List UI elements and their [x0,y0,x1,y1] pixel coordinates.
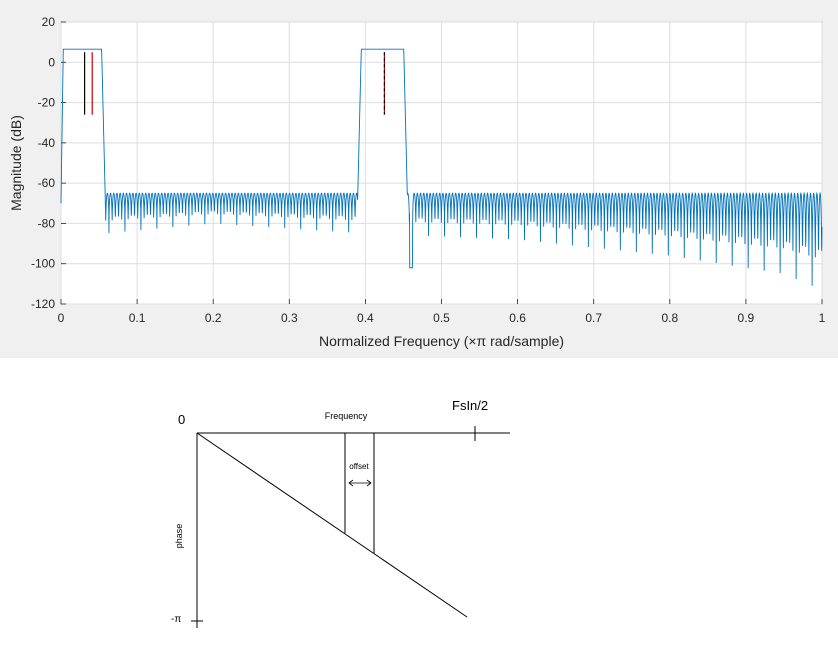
y-tick-label: -60 [38,176,56,190]
x-tick-label: 0.5 [433,311,450,325]
y-tick-label: 20 [42,15,56,29]
nyquist-label: FsIn/2 [452,398,488,413]
phase-sketch-diagram: 0 Frequency FsIn/2 offset phase -π [171,398,510,628]
frequency-label: Frequency [325,411,368,421]
phase-label: phase [174,524,184,549]
x-tick-label: 0.6 [509,311,526,325]
grid [60,21,823,305]
y-tick-label: 0 [48,55,55,69]
minus-pi-label: -π [171,614,181,625]
x-tick-label: 0.3 [281,311,298,325]
x-axis-label: Normalized Frequency (×π rad/sample) [319,333,564,349]
phase-line [196,432,468,618]
x-tick-label: 0.1 [129,311,146,325]
origin-label: 0 [178,412,185,427]
y-axis-label: Magnitude (dB) [8,115,24,211]
y-tick-label: -20 [38,96,56,110]
x-tick-label: 0.2 [205,311,222,325]
x-tick-label: 0.9 [738,311,755,325]
ticks: 0 0.1 0.2 0.3 0.4 0.5 0.6 0.7 0.8 0.9 1 20 0 -20 -40 -6… [31,15,826,325]
x-tick-label: 0 [58,311,65,325]
y-tick-label: -100 [31,257,55,271]
y-tick-label: -40 [38,136,56,150]
y-tick-label: -80 [38,216,56,230]
x-tick-label: 1 [819,311,826,325]
y-tick-label: -120 [31,297,55,311]
x-tick-label: 0.4 [357,311,374,325]
data-layer [60,48,823,286]
x-tick-label: 0.8 [661,311,678,325]
magnitude-response-chart: 0 0.1 0.2 0.3 0.4 0.5 0.6 0.7 0.8 0.9 1 20 0 -20 -40 -6… [8,15,826,349]
offset-label: offset [349,462,369,471]
offset-arrowhead-left [348,479,354,487]
offset-arrowhead-right [366,479,372,487]
x-tick-label: 0.7 [585,311,602,325]
magnitude-response-line [60,48,823,286]
